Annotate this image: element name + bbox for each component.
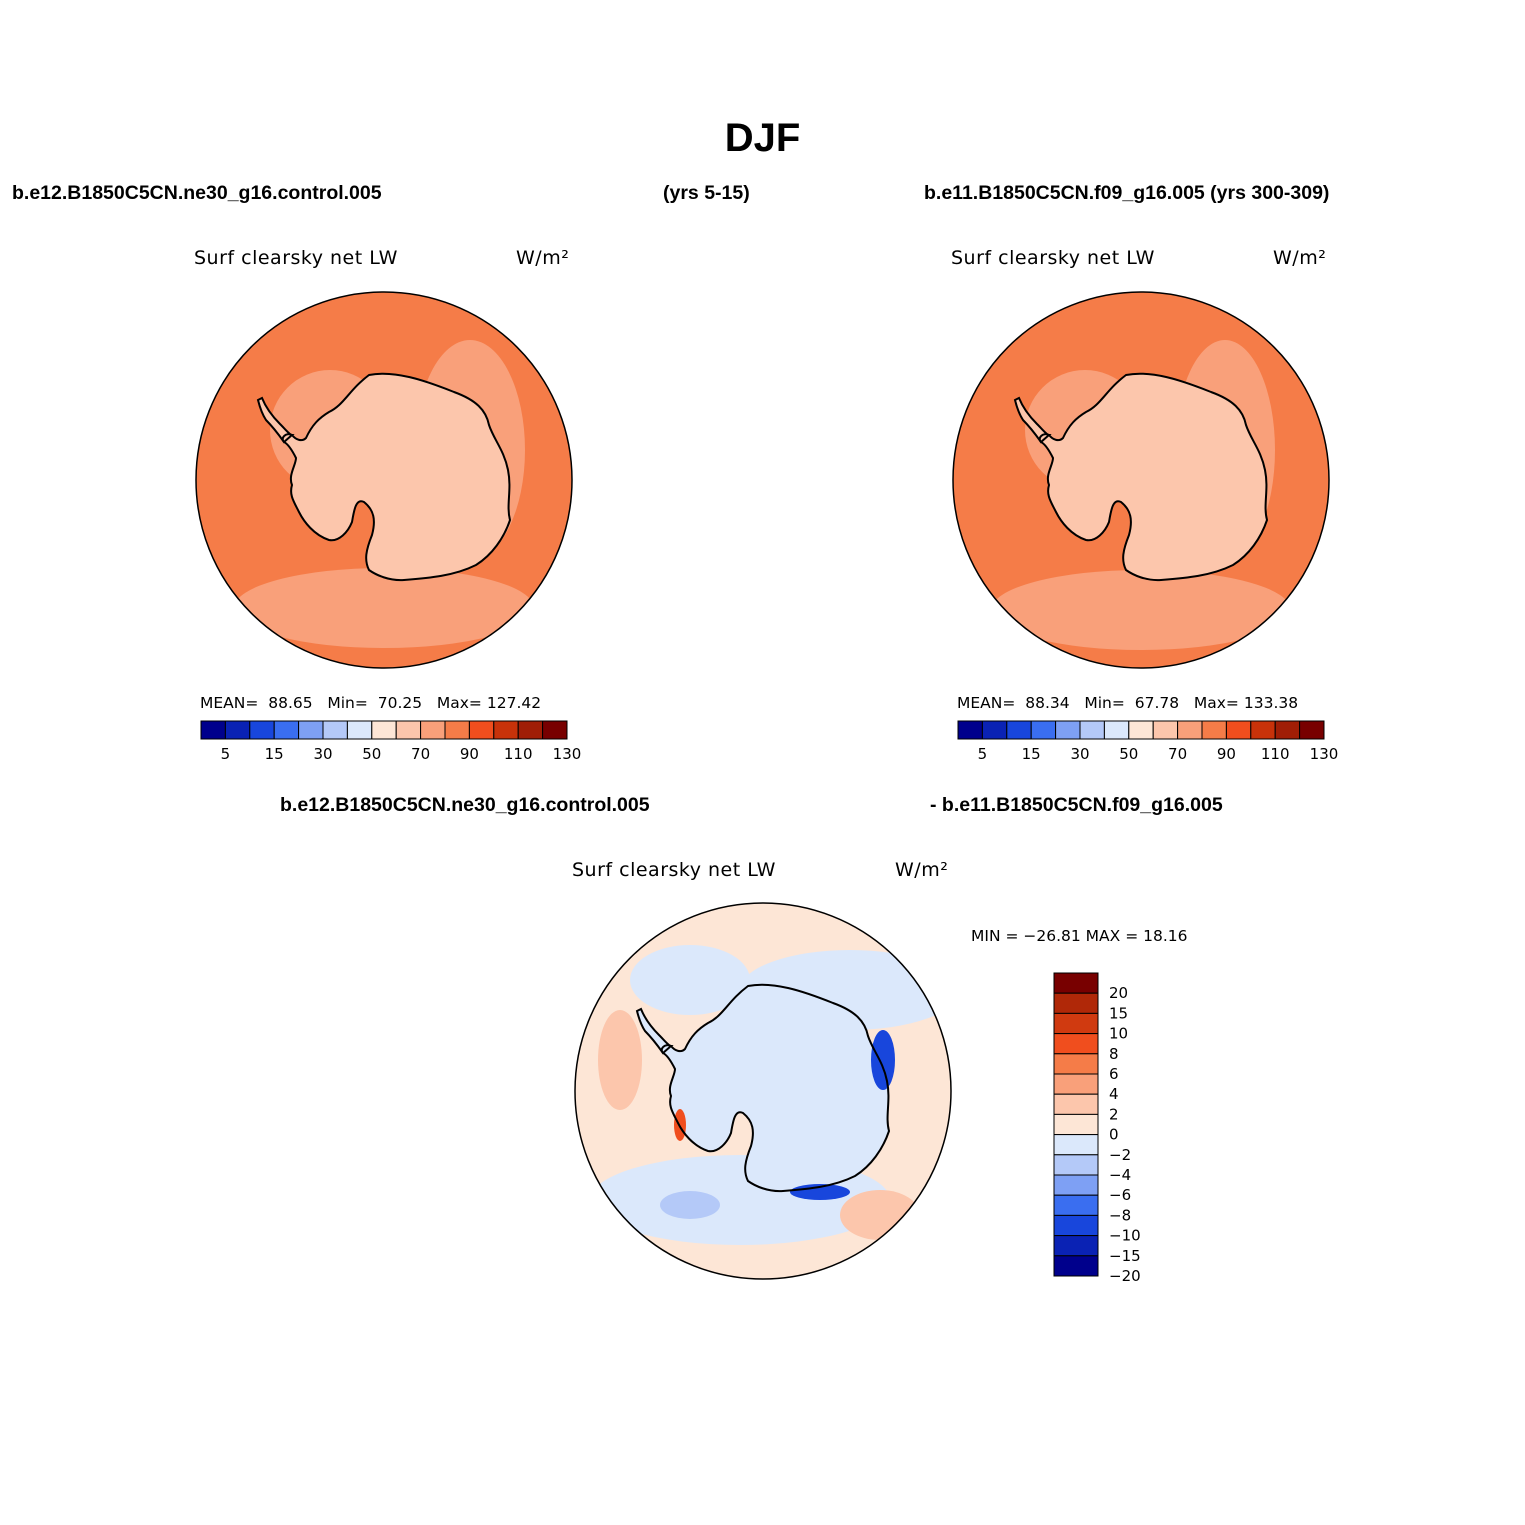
panel-1-stats: MEAN= 88.65 Min= 70.25 Max= 127.42 [200,694,542,712]
panel-1-title: Surf clearsky net LW [194,247,398,269]
colorbar-swatch [322,720,348,740]
colorbar-tick-label: 130 [553,745,582,763]
colorbar-swatch [1055,720,1081,740]
colorbar-swatch [1274,720,1301,740]
colorbar-tick-label: 70 [1168,745,1187,763]
main-title: DJF [724,116,801,160]
colorbar-swatch [1053,972,1099,994]
colorbar-swatch [1053,1113,1099,1136]
colorbar-tick-label: −20 [1109,1267,1141,1285]
header-diff-case-1: b.e12.B1850C5CN.ne30_g16.control.005 [280,794,650,816]
colorbar-swatch [371,720,397,740]
panel-3-units: W/m² [895,859,949,881]
colorbar-tick-label: 6 [1109,1065,1119,1083]
colorbar-swatch [1053,1154,1099,1176]
header-case-2: b.e11.B1850C5CN.f09_g16.005 (yrs 300-309… [924,182,1330,204]
colorbar-tick-label: −10 [1109,1227,1141,1245]
colorbar-tick-label: −4 [1109,1166,1131,1184]
colorbar-swatch [1201,720,1227,740]
colorbar-tick-label: 30 [1070,745,1089,763]
colorbar-swatch [468,720,495,740]
panel-1-units: W/m² [516,247,570,269]
header-years-1: (yrs 5-15) [663,182,750,204]
colorbar-swatch [1030,720,1057,740]
colorbar-tick-label: 20 [1109,984,1128,1002]
colorbar-swatch [1053,1053,1099,1075]
map-panel-3-diff [574,902,952,1280]
colorbar-swatch [298,720,324,740]
colorbar-swatch [1250,720,1276,740]
colorbar-swatch [1053,1174,1099,1196]
colorbar-tick-label: 4 [1109,1085,1119,1103]
colorbar-swatch [542,720,568,740]
colorbar-tick-label: 90 [1217,745,1236,763]
colorbar-swatch [200,720,226,740]
panel-3-title: Surf clearsky net LW [572,859,776,881]
colorbar-swatch [1053,1214,1099,1237]
colorbar-tick-label: 8 [1109,1045,1119,1063]
header-diff-case-2: - b.e11.B1850C5CN.f09_g16.005 [930,794,1223,816]
colorbar-swatch [249,720,275,740]
panel-3-stats: MIN = −26.81 MAX = 18.16 [971,927,1188,945]
colorbar-swatch [224,720,251,740]
colorbar-swatch [957,720,983,740]
colorbar-tick-label: 70 [411,745,430,763]
colorbar-swatch [493,720,519,740]
colorbar-swatch [981,720,1008,740]
map-panel-1 [195,291,573,669]
colorbar-swatch [1053,1235,1099,1257]
colorbar-swatch [1177,720,1203,740]
colorbar-tick-label: 50 [1119,745,1138,763]
colorbar-swatch [346,720,373,740]
colorbar-tick-label: 50 [362,745,381,763]
colorbar-swatch [1152,720,1179,740]
colorbar-tick-label: 10 [1109,1025,1128,1043]
colorbar-swatch [1053,1093,1099,1115]
colorbar-tick-label: 15 [1109,1004,1128,1022]
colorbar-tick-label: 30 [313,745,332,763]
colorbar-tick-label: −2 [1109,1146,1131,1164]
colorbar-panel-1: 5 15 30 50 70 90 110 130 [200,720,582,763]
colorbar-swatch [1079,720,1105,740]
colorbar-tick-label: 15 [265,745,284,763]
colorbar-tick-label: 90 [460,745,479,763]
colorbar-tick-label: 5 [221,745,231,763]
colorbar-swatch [517,720,544,740]
colorbar-tick-label: −6 [1109,1186,1131,1204]
colorbar-swatch [1053,1134,1099,1156]
panel-2-title: Surf clearsky net LW [951,247,1155,269]
map-panel-2 [952,291,1330,669]
colorbar-tick-label: 0 [1109,1126,1119,1144]
header-case-1: b.e12.B1850C5CN.ne30_g16.control.005 [12,182,382,204]
colorbar-tick-label: 2 [1109,1105,1119,1123]
colorbar-swatch [1128,720,1154,740]
colorbar-tick-label: 110 [1261,745,1290,763]
panel-2-stats: MEAN= 88.34 Min= 67.78 Max= 133.38 [957,694,1299,712]
colorbar-tick-label: 5 [978,745,988,763]
colorbar-panel-2: 5 15 30 50 70 90 110 130 [957,720,1339,763]
colorbar-swatch [1053,1255,1099,1277]
colorbar-swatch [1299,720,1325,740]
colorbar-swatch [1053,1194,1099,1216]
colorbar-swatch [1103,720,1130,740]
colorbar-swatch [1053,1033,1099,1055]
colorbar-swatch [1053,992,1099,1014]
colorbar-swatch [273,720,300,740]
colorbar-tick-label: −8 [1109,1206,1131,1224]
colorbar-tick-label: 110 [504,745,533,763]
colorbar-tick-label: 15 [1022,745,1041,763]
colorbar-swatch [1053,1073,1099,1095]
colorbar-swatch [420,720,446,740]
colorbar-swatch [444,720,470,740]
colorbar-tick-label: −15 [1109,1247,1141,1265]
colorbar-swatch [1225,720,1252,740]
colorbar-tick-label: 130 [1310,745,1339,763]
panel-2-units: W/m² [1273,247,1327,269]
colorbar-swatch [395,720,422,740]
colorbar-swatch [1053,1012,1099,1035]
colorbar-swatch [1006,720,1032,740]
